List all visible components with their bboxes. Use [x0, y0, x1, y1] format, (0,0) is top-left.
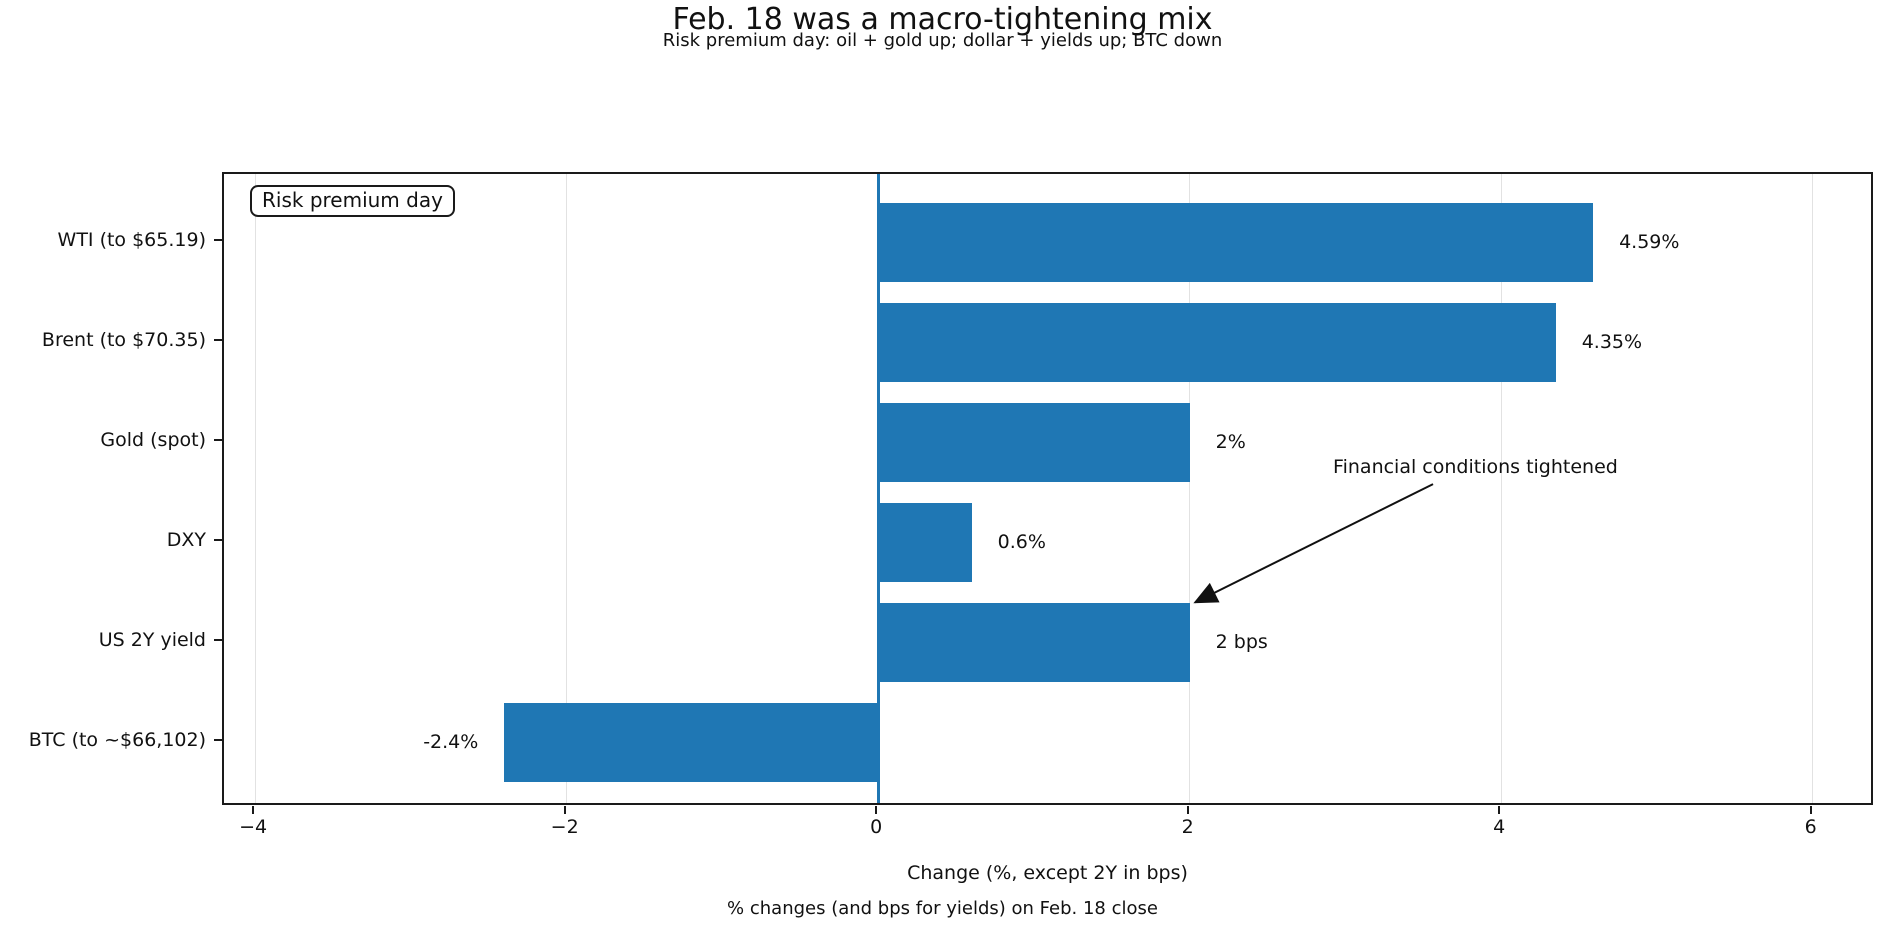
x-tick-mark [252, 806, 255, 814]
inset-label-box: Risk premium day [250, 185, 455, 217]
y-category-label: Brent (to $70.35) [41, 329, 206, 351]
y-tick-mark [214, 739, 222, 741]
gridline [1812, 174, 1814, 803]
bar [878, 402, 1190, 482]
y-tick-mark [214, 339, 222, 341]
bar [878, 202, 1594, 282]
y-tick-mark [214, 239, 222, 241]
x-axis-title: Change (%, except 2Y in bps) [907, 862, 1188, 884]
bar [878, 502, 972, 582]
x-tick-label: −4 [239, 816, 268, 838]
annotation-text: Financial conditions tightened [1333, 456, 1618, 479]
plot-area: 4.59% 4.35% 2% 0.6% 2 bps -2.4% Risk premium … [222, 172, 1873, 805]
bar-value-label: 2 bps [1215, 631, 1268, 653]
x-tick-label: 6 [1804, 816, 1817, 838]
y-category-label: US 2Y yield [98, 629, 206, 651]
bar [878, 302, 1556, 382]
bar [504, 702, 879, 782]
bar-value-label: 2% [1215, 431, 1246, 453]
bar-value-label: 4.35% [1581, 331, 1643, 353]
bar-value-label: -2.4% [423, 731, 479, 753]
x-tick-label: −2 [550, 816, 579, 838]
chart-subtitle: Risk premium day: oil + gold up; dollar … [662, 30, 1223, 51]
gridline [566, 174, 568, 803]
x-tick-mark [1809, 806, 1812, 814]
x-tick-mark [563, 806, 566, 814]
x-tick-mark [875, 806, 878, 814]
y-category-label: BTC (to ~$66,102) [28, 729, 206, 751]
gridline [254, 174, 256, 803]
x-tick-mark [1498, 806, 1501, 814]
zero-line [876, 174, 880, 803]
x-tick-label: 4 [1493, 816, 1506, 838]
x-tick-mark [1186, 806, 1189, 814]
gridline [1189, 174, 1191, 803]
chart-title: Feb. 18 was a macro-tightening mix [672, 2, 1213, 37]
y-category-label: WTI (to $65.19) [57, 229, 206, 251]
bar-value-label: 0.6% [997, 531, 1046, 553]
y-tick-mark [214, 639, 222, 641]
y-tick-mark [214, 539, 222, 541]
x-tick-label: 2 [1181, 816, 1194, 838]
y-category-label: Gold (spot) [100, 429, 206, 451]
annotation-arrow-line [1193, 483, 1434, 604]
y-tick-mark [214, 439, 222, 441]
bar [878, 602, 1190, 682]
bar-value-label: 4.59% [1619, 231, 1680, 253]
gridline [1500, 174, 1502, 803]
x-tick-label: 0 [870, 816, 883, 838]
footnote: % changes (and bps for yields) on Feb. 1… [727, 898, 1158, 919]
y-category-label: DXY [166, 529, 206, 551]
